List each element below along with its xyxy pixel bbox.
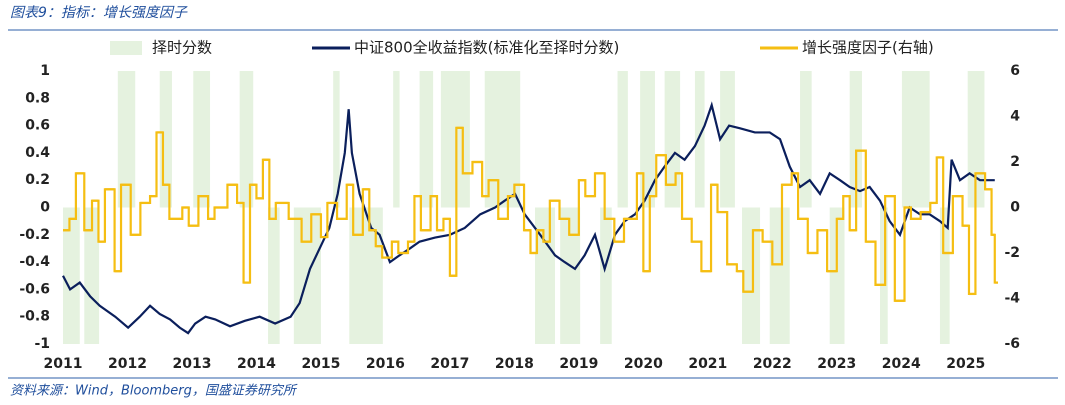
timing-bar bbox=[419, 71, 434, 208]
timing-bar bbox=[849, 71, 862, 208]
y-tick-label: 0 bbox=[40, 200, 50, 216]
timing-bar bbox=[63, 207, 80, 344]
timing-bar bbox=[800, 71, 812, 208]
x-tick-label: 2014 bbox=[237, 356, 276, 372]
timing-bar bbox=[393, 71, 400, 208]
x-tick-label: 2023 bbox=[817, 356, 856, 372]
legend-label: 中证800全收益指数(标准化至择时分数) bbox=[354, 39, 619, 57]
timing-bar bbox=[84, 207, 100, 344]
step-connector bbox=[63, 126, 998, 302]
timing-bar bbox=[600, 207, 612, 344]
index-line bbox=[62, 101, 995, 335]
timing-bar bbox=[879, 207, 888, 344]
timing-bar bbox=[769, 207, 790, 344]
y2-tick-label: 0 bbox=[1010, 200, 1020, 216]
timing-bar bbox=[117, 71, 136, 208]
timing-bar bbox=[939, 207, 950, 344]
x-tick-label: 2016 bbox=[366, 356, 405, 372]
legend-swatch bbox=[110, 41, 142, 55]
x-tick-label: 2019 bbox=[559, 356, 598, 372]
chart-title: 图表9：指标：增长强度因子 bbox=[10, 5, 188, 21]
y-tick-label: 1 bbox=[40, 63, 50, 79]
x-tick-label: 2017 bbox=[430, 356, 469, 372]
y-tick-label: -0.6 bbox=[19, 281, 50, 297]
y2-tick-label: -6 bbox=[1004, 336, 1020, 352]
x-tick-label: 2020 bbox=[624, 356, 663, 372]
timing-bar bbox=[742, 207, 761, 344]
x-tick-label: 2022 bbox=[753, 356, 792, 372]
y-tick-label: 0.4 bbox=[25, 145, 50, 161]
timing-bar bbox=[239, 71, 254, 208]
y2-tick-label: 2 bbox=[1010, 154, 1020, 170]
y2-tick-label: -2 bbox=[1004, 245, 1020, 261]
timing-bar bbox=[268, 207, 280, 344]
timing-bar bbox=[901, 71, 930, 208]
y-tick-label: 0.6 bbox=[25, 118, 50, 134]
y-tick-label: -0.4 bbox=[19, 254, 50, 270]
legend-label: 增长强度因子(右轴) bbox=[802, 39, 934, 57]
y2-tick-label: 6 bbox=[1010, 63, 1020, 79]
x-tick-label: 2021 bbox=[688, 356, 727, 372]
timing-bar bbox=[560, 207, 581, 344]
timing-bar bbox=[193, 71, 211, 208]
timing-bar bbox=[664, 71, 681, 208]
x-tick-label: 2015 bbox=[301, 356, 340, 372]
legend-label: 择时分数 bbox=[152, 39, 212, 57]
x-tick-label: 2013 bbox=[172, 356, 211, 372]
x-tick-label: 2018 bbox=[495, 356, 534, 372]
timing-bar bbox=[694, 71, 705, 208]
timing-bar bbox=[829, 207, 845, 344]
x-tick-label: 2011 bbox=[44, 356, 83, 372]
timing-bar bbox=[720, 71, 735, 208]
y2-tick-label: -4 bbox=[1004, 291, 1020, 307]
x-tick-label: 2012 bbox=[108, 356, 147, 372]
source-note: 资料来源：Wind，Bloomberg，国盛证券研究所 bbox=[10, 383, 298, 399]
y2-tick-label: 4 bbox=[1010, 109, 1020, 125]
y-tick-label: -0.2 bbox=[19, 227, 50, 243]
y-tick-label: 0.8 bbox=[25, 90, 50, 106]
y-tick-label: 0.2 bbox=[25, 172, 50, 188]
x-tick-label: 2025 bbox=[946, 356, 985, 372]
timing-bar bbox=[535, 207, 556, 344]
y-tick-label: -1 bbox=[34, 336, 50, 352]
timing-bar bbox=[617, 71, 628, 208]
timing-bar bbox=[333, 71, 340, 208]
x-tick-label: 2024 bbox=[882, 356, 921, 372]
timing-bar bbox=[349, 207, 383, 344]
y-tick-label: -0.8 bbox=[19, 309, 50, 325]
